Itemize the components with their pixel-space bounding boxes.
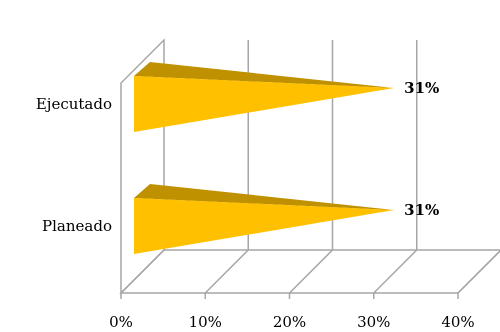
data-label: 31% xyxy=(404,79,439,97)
bar-top-face xyxy=(134,184,395,210)
bars-group xyxy=(134,62,395,254)
category-label: Planeado xyxy=(42,217,112,235)
data-label: 31% xyxy=(404,201,439,219)
x-tick-label: 40% xyxy=(441,313,474,331)
bar-top-face xyxy=(134,62,395,88)
x-tick-label: 0% xyxy=(109,313,133,331)
x-tick-label: 30% xyxy=(357,313,390,331)
floor-depth-line xyxy=(457,249,500,294)
floor-depth-line xyxy=(120,249,165,294)
bar xyxy=(134,76,395,132)
floor-depth-line xyxy=(288,249,334,294)
x-tick-label: 20% xyxy=(273,313,306,331)
x-tick-label: 10% xyxy=(189,313,222,331)
floor-depth-line xyxy=(373,249,418,294)
labels-group: 0% 10% 20% 30% 40% Ejecutado 31% Planeado 31% xyxy=(36,79,475,331)
floor-depth-line xyxy=(204,249,249,294)
bar xyxy=(134,198,395,254)
category-label: Ejecutado xyxy=(36,95,112,113)
